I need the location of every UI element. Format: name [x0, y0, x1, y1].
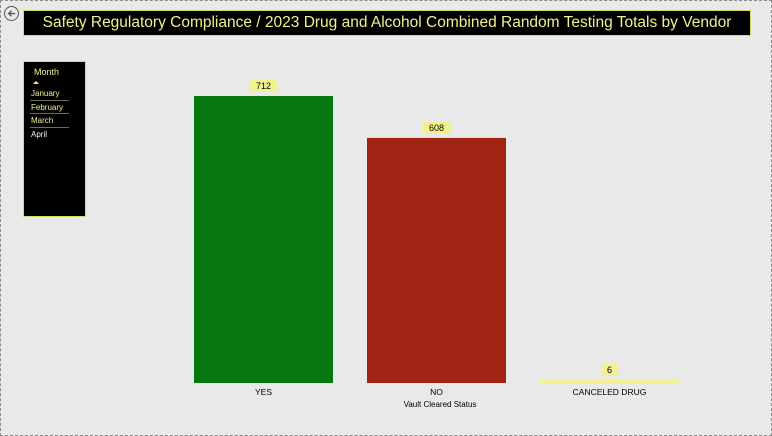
category-label: NO	[430, 387, 443, 397]
slicer-item-april[interactable]: April	[31, 129, 48, 139]
bar-yes[interactable]	[194, 96, 333, 383]
slicer-item-march[interactable]: March	[30, 114, 69, 128]
data-label: 712	[256, 81, 271, 91]
month-slicer[interactable]: Month January February March April	[23, 61, 86, 217]
category-label: YES	[255, 387, 272, 397]
page-title: Safety Regulatory Compliance / 2023 Drug…	[23, 10, 751, 36]
data-label: 6	[607, 365, 612, 375]
bar-canceled-drug[interactable]	[540, 380, 679, 383]
data-label-box	[422, 121, 451, 134]
bar-no[interactable]	[367, 137, 506, 383]
back-arrow-icon	[7, 10, 16, 17]
back-button[interactable]	[4, 6, 19, 21]
x-axis-title: Vault Cleared Status	[404, 400, 477, 409]
slicer-item-february[interactable]: February	[30, 101, 69, 114]
category-label: CANCELED DRUG	[573, 387, 647, 397]
data-label: 608	[429, 123, 444, 133]
sort-arrow-icon[interactable]	[33, 81, 39, 84]
slicer-item-january[interactable]: January	[30, 87, 69, 101]
data-label-box	[249, 80, 278, 92]
data-label-box	[601, 364, 618, 376]
slicer-list: January February March April	[30, 87, 69, 141]
slicer-header: Month	[34, 67, 60, 77]
